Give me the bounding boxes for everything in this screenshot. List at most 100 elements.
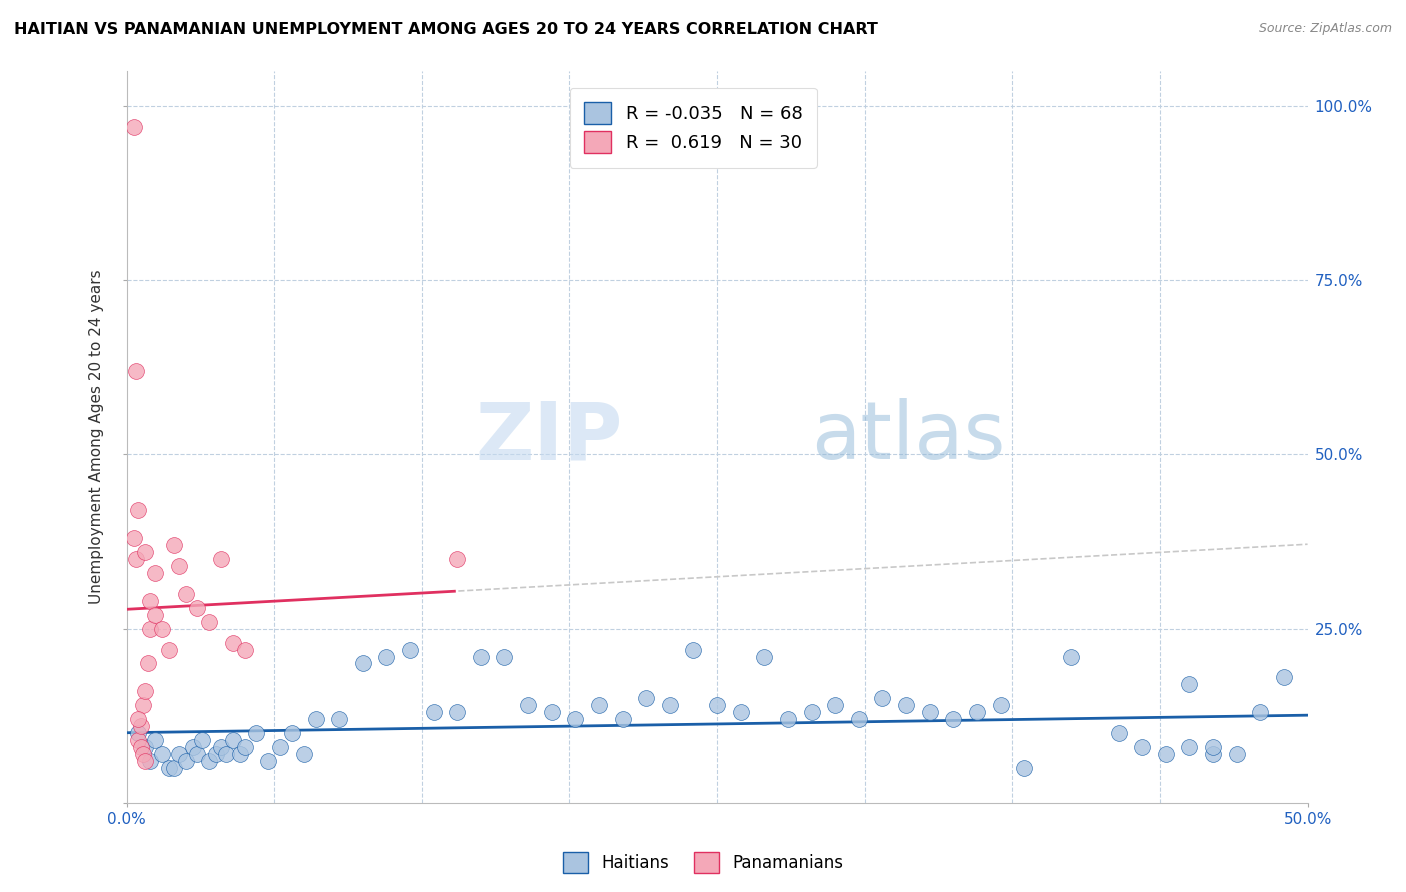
Point (658, 698, 681, 713)
Point (422, 705, 444, 719)
Point (229, 747, 252, 761)
Point (494, 649, 516, 664)
Point (134, 754, 156, 768)
Point (233, 642, 256, 657)
Point (257, 754, 280, 768)
Point (150, 622, 173, 636)
Point (564, 712, 586, 726)
Point (143, 733, 166, 747)
Point (269, 740, 291, 755)
Point (588, 698, 610, 713)
Point (125, 552, 148, 566)
Point (1012, 761, 1035, 775)
Point (127, 503, 149, 517)
Point (245, 726, 267, 740)
Point (848, 712, 870, 726)
Point (222, 635, 245, 649)
Point (132, 698, 155, 713)
Point (134, 740, 156, 755)
Point (125, 364, 148, 378)
Point (1178, 677, 1201, 691)
Point (800, 705, 823, 719)
Point (706, 698, 728, 713)
Y-axis label: Unemployment Among Ages 20 to 24 years: Unemployment Among Ages 20 to 24 years (89, 269, 104, 605)
Point (129, 740, 152, 755)
Point (157, 761, 180, 775)
Point (198, 754, 221, 768)
Point (1108, 726, 1130, 740)
Point (186, 600, 208, 615)
Point (139, 622, 162, 636)
Point (1154, 747, 1177, 761)
Point (636, 691, 658, 706)
Point (352, 657, 374, 671)
Point (134, 545, 156, 559)
Point (209, 740, 232, 755)
Point (222, 733, 245, 747)
Point (150, 747, 173, 761)
Text: Source: ZipAtlas.com: Source: ZipAtlas.com (1258, 22, 1392, 36)
Point (540, 705, 562, 719)
Point (134, 684, 156, 698)
Point (375, 649, 398, 664)
Point (1202, 747, 1225, 761)
Legend: R = -0.035   N = 68, R =  0.619   N = 30: R = -0.035 N = 68, R = 0.619 N = 30 (569, 87, 817, 168)
Point (918, 705, 941, 719)
Point (143, 607, 166, 622)
Point (129, 719, 152, 733)
Point (136, 657, 159, 671)
Point (942, 816, 965, 830)
Point (281, 726, 304, 740)
Point (1060, 649, 1083, 664)
Point (215, 747, 238, 761)
Point (990, 698, 1012, 713)
Point (894, 698, 917, 713)
Point (167, 558, 190, 573)
Point (1249, 705, 1271, 719)
Point (1226, 747, 1249, 761)
Point (167, 747, 190, 761)
Point (186, 747, 208, 761)
Point (127, 733, 149, 747)
Point (181, 740, 204, 755)
Point (824, 698, 846, 713)
Text: ZIP: ZIP (475, 398, 623, 476)
Point (872, 691, 894, 706)
Text: atlas: atlas (811, 398, 1005, 476)
Point (446, 705, 468, 719)
Point (174, 587, 197, 601)
Point (1178, 740, 1201, 755)
Point (292, 747, 315, 761)
Point (446, 552, 468, 566)
Point (966, 705, 988, 719)
Point (198, 615, 221, 629)
Point (163, 761, 186, 775)
Point (157, 642, 180, 657)
Legend: Haitians, Panamanians: Haitians, Panamanians (557, 846, 849, 880)
Point (754, 649, 776, 664)
Point (942, 712, 965, 726)
Point (132, 747, 155, 761)
Point (122, 531, 145, 545)
Point (127, 726, 149, 740)
Point (328, 712, 350, 726)
Point (682, 642, 704, 657)
Point (470, 649, 492, 664)
Point (304, 712, 326, 726)
Text: HAITIAN VS PANAMANIAN UNEMPLOYMENT AMONG AGES 20 TO 24 YEARS CORRELATION CHART: HAITIAN VS PANAMANIAN UNEMPLOYMENT AMONG… (14, 22, 877, 37)
Point (1202, 740, 1225, 755)
Point (139, 594, 162, 608)
Point (205, 747, 228, 761)
Point (163, 538, 186, 552)
Point (209, 552, 232, 566)
Point (191, 733, 214, 747)
Point (174, 754, 197, 768)
Point (776, 712, 799, 726)
Point (233, 740, 256, 755)
Point (139, 754, 162, 768)
Point (122, 120, 145, 134)
Point (730, 705, 752, 719)
Point (143, 566, 166, 580)
Point (127, 712, 149, 726)
Point (1272, 670, 1295, 684)
